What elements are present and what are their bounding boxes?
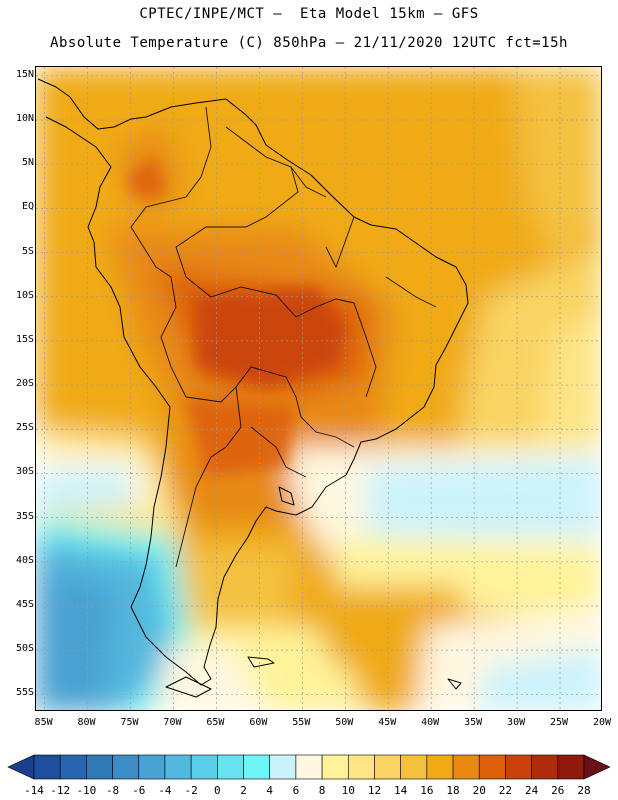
colorbar-label: -10 xyxy=(76,784,97,797)
longitude-label: 50W xyxy=(335,717,354,728)
latitude-label: 25S xyxy=(15,422,34,434)
colorbar-swatch xyxy=(112,754,140,780)
longitude-label: 80W xyxy=(77,717,96,728)
colorbar-swatch xyxy=(321,754,349,780)
colorbar-label: 22 xyxy=(498,784,513,797)
colorbar-swatch xyxy=(295,754,323,780)
map-subtitle: Absolute Temperature (C) 850hPa — 21/11/… xyxy=(50,35,568,51)
latitude-label: 5S xyxy=(21,245,34,257)
colorbar-swatch xyxy=(374,754,401,780)
colorbar-label: 0 xyxy=(214,784,221,797)
colorbar-swatch xyxy=(531,754,559,780)
latitude-label: 40S xyxy=(15,554,34,566)
latitude-label: 10N xyxy=(15,113,34,124)
latitude-label: 10S xyxy=(15,289,34,301)
longitude-label: 30W xyxy=(507,717,526,728)
colorbar-label: 16 xyxy=(420,784,434,797)
colorbar-swatch xyxy=(164,754,192,780)
colorbar-arrow-high xyxy=(583,754,611,780)
latitude-label: 35S xyxy=(15,510,34,522)
colorbar-swatch xyxy=(452,754,480,780)
colorbar-swatch xyxy=(33,754,61,780)
longitude-label: 25W xyxy=(550,717,569,728)
colorbar-swatch xyxy=(269,754,297,780)
longitude-label: 55W xyxy=(292,717,311,728)
temperature-map xyxy=(35,66,602,711)
colorbar-label: -4 xyxy=(158,784,172,797)
colorbar-label: -6 xyxy=(132,784,146,797)
colorbar-label: 26 xyxy=(551,784,565,797)
longitude-label: 60W xyxy=(249,717,268,728)
colorbar-label: 28 xyxy=(577,784,591,797)
map-title: CPTEC/INPE/MCT — Eta Model 15km — GFS xyxy=(139,6,479,22)
colorbar-swatch xyxy=(557,754,585,780)
longitude-label: 40W xyxy=(421,717,440,728)
colorbar-label: 8 xyxy=(318,784,326,797)
colorbar-swatch xyxy=(505,754,532,780)
colorbar-label: 10 xyxy=(341,784,355,797)
colorbar-label: 6 xyxy=(292,784,300,797)
colorbar-label: 12 xyxy=(367,784,382,797)
latitude-label: 30S xyxy=(15,466,34,478)
colorbar-swatch xyxy=(347,754,375,780)
colorbar-label: 2 xyxy=(240,784,247,797)
longitude-label: 45W xyxy=(378,717,397,728)
country-borders xyxy=(130,106,437,568)
latitude-label: 55S xyxy=(15,687,34,699)
colorbar-label: -2 xyxy=(184,784,198,797)
colorbar-label: 24 xyxy=(524,784,539,797)
colorbar-label: 18 xyxy=(446,784,460,797)
colorbar-swatch xyxy=(86,754,113,780)
colorbar xyxy=(7,754,611,780)
colorbar-label: -14 xyxy=(24,784,44,797)
colorbar-swatch xyxy=(217,754,244,780)
longitude-label: 85W xyxy=(34,717,53,728)
longitude-label: 35W xyxy=(464,717,483,728)
colorbar-label: 14 xyxy=(394,784,408,797)
colorbar-swatch xyxy=(478,754,506,780)
colorbar-swatch xyxy=(400,754,428,780)
latitude-label: 15N xyxy=(15,68,34,80)
longitude-label: 65W xyxy=(206,717,225,728)
coastline xyxy=(37,78,469,698)
latitude-label: 20S xyxy=(15,378,34,390)
latitude-label: 5N xyxy=(21,157,34,169)
colorbar-swatch xyxy=(243,754,271,780)
colorbar-swatch xyxy=(426,754,454,780)
colorbar-swatch xyxy=(190,754,218,780)
latitude-label: 45S xyxy=(15,598,34,610)
colorbar-label: 4 xyxy=(266,784,274,797)
colorbar-swatch xyxy=(138,754,166,780)
colorbar-arrow-low xyxy=(7,754,35,780)
latitude-label: 50S xyxy=(15,643,34,655)
colorbar-label: -12 xyxy=(50,784,71,797)
colorbar-swatch xyxy=(59,754,87,780)
longitude-label: 20W xyxy=(592,717,612,728)
latitude-label: EQ xyxy=(21,201,34,213)
colorbar-label: 20 xyxy=(472,784,486,797)
longitude-label: 75W xyxy=(120,717,139,728)
longitude-label: 70W xyxy=(163,717,182,728)
colorbar-label: -8 xyxy=(105,784,120,797)
latitude-label: 15S xyxy=(15,333,34,345)
land-temperature-detail xyxy=(126,157,346,477)
